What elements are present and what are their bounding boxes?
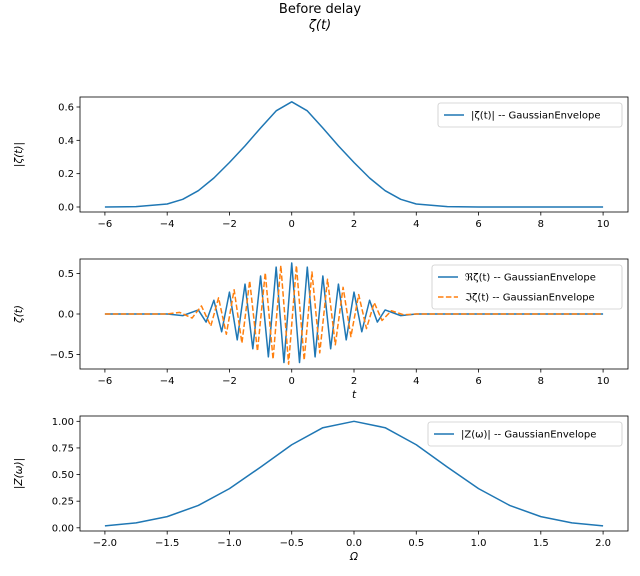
series-line-1 (104, 101, 604, 208)
y-tick-label: 0.2 (58, 169, 74, 180)
subplot-3: −2.0 −1.5 −1.0 −0.5 0.0 0.5 1.0 1.5 2.0 0.00 0.25 0… (13, 415, 629, 563)
y-tick-label: 0.25 (52, 497, 74, 508)
y-axis-label: |Z(ω)| (13, 458, 25, 489)
legend-box (437, 102, 623, 128)
figure-title-line1: Before delay (279, 2, 361, 17)
y-tick-label: 0.0 (58, 203, 74, 214)
legend-label-1: ℜζ(t) -- GaussianEnvelope (465, 273, 596, 284)
x-tick-label: 4 (413, 376, 419, 387)
x-tick-label: −6 (98, 376, 113, 387)
legend: |ζ(t)| -- GaussianEnvelope (437, 102, 623, 128)
x-tick-label: −1.0 (217, 538, 241, 549)
x-tick-label: 0 (289, 219, 295, 230)
y-tick-label: 1.00 (52, 417, 74, 428)
legend-box (431, 264, 623, 310)
y-tick-label: 0.00 (52, 523, 74, 534)
series-line-2 (104, 264, 604, 365)
y-tick-label: 0.0 (58, 310, 74, 321)
x-tick-label: 10 (597, 219, 610, 230)
x-tick-label: 2.0 (595, 538, 611, 549)
y-axis-label: |ζ(t)| (13, 142, 25, 167)
x-tick-label: −4 (160, 376, 175, 387)
y-tick-label: −0.5 (50, 350, 74, 361)
x-tick-label: −2.0 (93, 538, 117, 549)
subplots: −6 −4 −2 0 2 4 6 8 10 0.0 0.2 0.4 0.6 |ζ(t)| |ζ(t)| --… (13, 96, 629, 563)
y-tick-label: 0.6 (58, 103, 74, 114)
y-tick-label: 0.5 (58, 269, 74, 280)
x-tick-label: −4 (160, 219, 175, 230)
y-tick-label: 0.50 (52, 470, 74, 481)
x-tick-label: −6 (98, 219, 113, 230)
legend: |Z(ω)| -- GaussianEnvelope (427, 421, 623, 447)
x-tick-label: 8 (538, 219, 544, 230)
x-axis-label: Ω (349, 551, 358, 563)
legend-box (427, 421, 623, 447)
x-tick-label: 0 (289, 376, 295, 387)
x-tick-label: −2 (222, 219, 237, 230)
subplot-2: −6 −4 −2 0 2 4 6 8 10 −0.5 0.0 0.5 ζ(t) t ℜζ(t) -- Gau… (13, 258, 629, 401)
series-line-1 (104, 420, 604, 527)
subplot-1: −6 −4 −2 0 2 4 6 8 10 0.0 0.2 0.4 0.6 |ζ(t)| |ζ(t)| --… (13, 96, 629, 230)
x-tick-label: 2 (351, 219, 357, 230)
series-line-1 (104, 262, 604, 364)
legend: ℜζ(t) -- GaussianEnvelope ℑζ(t) -- Gaussi… (431, 264, 623, 310)
y-tick-label: 0.75 (52, 443, 74, 454)
x-tick-label: 0.0 (346, 538, 362, 549)
legend-label-2: ℑζ(t) -- GaussianEnvelope (465, 293, 595, 304)
x-tick-label: 0.5 (408, 538, 424, 549)
x-tick-label: 2 (351, 376, 357, 387)
legend-label-1: |ζ(t)| -- GaussianEnvelope (471, 111, 600, 122)
x-tick-label: −1.5 (155, 538, 179, 549)
legend-label-1: |Z(ω)| -- GaussianEnvelope (461, 430, 596, 441)
x-tick-label: 1.0 (471, 538, 487, 549)
x-tick-label: 1.5 (533, 538, 549, 549)
x-tick-label: −0.5 (280, 538, 304, 549)
y-tick-label: 0.4 (58, 136, 74, 147)
x-tick-label: 4 (413, 219, 419, 230)
figure-title-line2: ζ(t) (308, 18, 331, 33)
x-tick-label: 6 (475, 376, 481, 387)
y-axis-label: ζ(t) (13, 305, 25, 324)
x-axis-label: t (352, 389, 357, 401)
x-tick-label: 10 (597, 376, 610, 387)
x-tick-label: −2 (222, 376, 237, 387)
x-tick-label: 6 (475, 219, 481, 230)
x-tick-label: 8 (538, 376, 544, 387)
